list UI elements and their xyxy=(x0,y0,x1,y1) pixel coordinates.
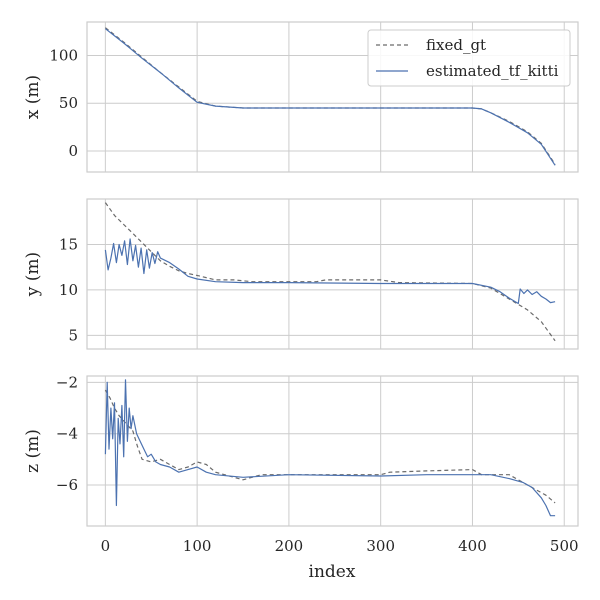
plot-frame xyxy=(86,198,579,350)
y-tick-label: −4 xyxy=(56,425,78,443)
legend-label-fixed-gt: fixed_gt xyxy=(426,36,486,54)
plot-frame xyxy=(86,375,579,527)
chart-panels: 0 50 100 x (m) 5 10 15 y (m) −6 −4 −2 z (m) 0 100 200 3… xyxy=(23,21,579,555)
series-fixed-gt xyxy=(104,389,556,504)
y-tick-label: −2 xyxy=(56,373,78,391)
y-axis-label-z: z (m) xyxy=(23,429,43,473)
panel-z: −6 −4 −2 z (m) 0 100 200 300 400 500 xyxy=(23,373,579,555)
legend: fixed_gt estimated_tf_kitti xyxy=(367,29,571,87)
series-estimated-tf-kitti xyxy=(105,28,556,166)
plot-frame xyxy=(86,21,579,173)
series-fixed-gt xyxy=(104,202,556,342)
x-tick-label: 100 xyxy=(183,537,212,555)
x-tick-label: 300 xyxy=(366,537,395,555)
x-tick-label: 400 xyxy=(458,537,487,555)
legend-box xyxy=(367,29,571,87)
y-tick-label: 10 xyxy=(59,281,78,299)
panel-y: 5 10 15 y (m) xyxy=(23,198,579,350)
x-tick-label: 500 xyxy=(550,537,579,555)
y-tick-label: 50 xyxy=(59,94,78,112)
y-tick-label: 5 xyxy=(68,326,78,344)
y-axis-label-y: y (m) xyxy=(23,252,43,297)
y-tick-label: 100 xyxy=(49,46,78,64)
y-tick-label: 0 xyxy=(68,142,78,160)
series-estimated-tf-kitti xyxy=(104,379,556,517)
y-tick-label: −6 xyxy=(56,476,78,494)
legend-label-estimated-tf-kitti: estimated_tf_kitti xyxy=(426,62,559,80)
x-tick-label: 200 xyxy=(275,537,304,555)
y-axis-label-x: x (m) xyxy=(23,75,43,119)
x-axis-label: index xyxy=(309,562,356,582)
series-estimated-tf-kitti xyxy=(104,238,556,305)
x-tick-label: 0 xyxy=(101,537,111,555)
y-tick-label: 15 xyxy=(59,235,78,253)
